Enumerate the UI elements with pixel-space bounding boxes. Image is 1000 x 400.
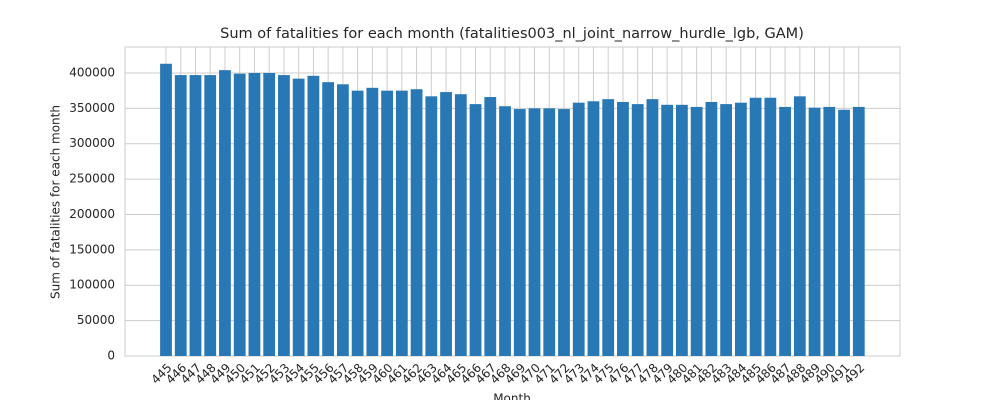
bar [204,75,217,356]
x-axis-label: Month [493,392,531,400]
bar [617,101,629,356]
bar [852,106,865,356]
bar [602,99,615,356]
bar [749,97,762,356]
bar [587,101,600,356]
bar [764,97,777,356]
bar [808,107,821,356]
bar [823,106,836,356]
bar [705,101,718,356]
bar [528,108,541,356]
y-tick-label: 400000 [69,65,115,79]
y-tick-label: 350000 [69,101,115,115]
bar [263,72,276,356]
bar [351,90,364,357]
bar [646,99,659,356]
bar [543,108,556,356]
y-tick-label: 100000 [69,278,115,292]
y-tick-label: 300000 [69,136,115,150]
bar [381,90,393,357]
bar [513,109,526,357]
bar [292,78,305,356]
bar [793,96,806,356]
chart-title: Sum of fatalities for each month (fatali… [220,26,804,42]
y-tick-label: 200000 [69,207,115,221]
bar [734,102,747,356]
bar [558,109,570,357]
bar [631,104,644,356]
bar [572,102,585,356]
y-axis-label: Sum of fatalities for each month [49,105,63,299]
bar [248,72,261,356]
bar [160,63,172,357]
bar [484,97,497,356]
y-tick-label: 50000 [77,313,115,327]
bar [440,92,452,357]
bar [676,104,688,356]
bar [189,75,202,356]
bar [395,90,408,357]
bar [219,70,231,357]
y-tick-label: 0 [107,349,115,363]
bar [322,82,335,357]
bar [838,109,850,357]
bar [499,106,511,356]
bar [469,104,482,356]
bar [661,104,674,356]
bar [410,89,423,357]
bar [233,73,246,356]
bar [307,75,320,356]
bar [366,87,379,357]
bar [174,75,187,356]
bar [454,94,467,356]
bar [336,84,349,357]
bar [278,75,290,356]
bar [720,104,733,356]
y-tick-label: 150000 [69,242,115,256]
bar [425,96,438,356]
bar [690,106,703,356]
y-tick-label: 250000 [69,172,115,186]
bar [779,106,791,356]
